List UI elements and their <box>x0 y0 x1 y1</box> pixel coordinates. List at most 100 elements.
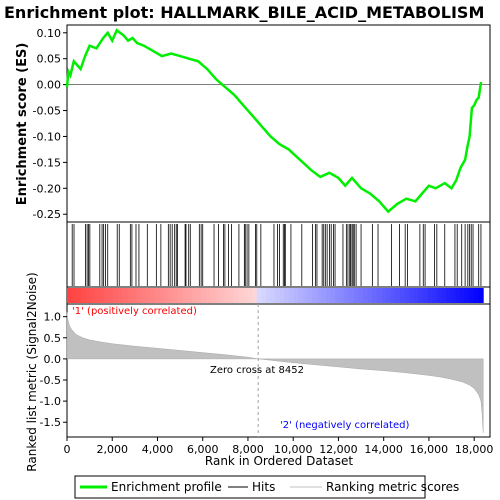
rank-bar-segment <box>362 288 369 303</box>
es-y-tick-label: -0.10 <box>33 130 61 143</box>
rank-bar-segment <box>395 288 401 303</box>
rank-bar-segment <box>302 288 308 303</box>
rank-bar-segment <box>94 288 100 303</box>
x-axis: 0 2,000 4,000 6,000 8,000 10,000 12,000 14,000 1… <box>64 437 494 456</box>
rank-bar-segment <box>399 288 406 303</box>
rank-bar-segment <box>238 288 244 303</box>
rank-bar-segment <box>427 288 433 303</box>
rank-bar-segment <box>233 288 239 303</box>
x-axis-label: Rank in Ordered Dataset <box>205 454 353 468</box>
rank-bar-segment <box>210 288 216 303</box>
rank-bar-segment <box>177 288 184 303</box>
rank-bar-segment <box>344 288 350 303</box>
rank-bar-segment <box>372 288 378 303</box>
rank-bar-segment <box>247 288 253 303</box>
x-tick-label: 6,000 <box>187 443 219 456</box>
rank-bar-segment <box>117 288 123 303</box>
rank-bar-segment <box>441 288 447 303</box>
rank-bar-segment <box>136 288 142 303</box>
rank-bar-segment <box>150 288 156 303</box>
es-y-tick-label: -0.20 <box>33 182 61 195</box>
metric-y-tick-label: 1.0 <box>44 311 62 324</box>
es-y-label: Enrichment score (ES) <box>15 43 30 206</box>
metric-y-tick-label: -0.5 <box>40 374 61 387</box>
rank-bar-segment <box>409 288 415 303</box>
legend-label-enrichment: Enrichment profile <box>111 480 222 494</box>
rank-bar-segment <box>349 288 355 303</box>
rank-bar-segment <box>201 288 207 303</box>
rank-bar-segment <box>168 288 174 303</box>
rank-bar-segment <box>140 288 147 303</box>
x-tick-label: 16,000 <box>410 443 449 456</box>
rank-bar-segment <box>446 288 452 303</box>
rank-bar-segment <box>145 288 151 303</box>
rank-bar-segment <box>325 288 332 303</box>
rank-bar-segment <box>90 288 96 303</box>
rank-bar-segment <box>76 288 82 303</box>
rank-bar-segment <box>80 288 86 303</box>
rank-bar-segment <box>386 288 392 303</box>
rank-bar-segment <box>381 288 387 303</box>
es-y-tick-label: 0.10 <box>37 27 62 40</box>
rank-bar-segment <box>293 288 299 303</box>
rank-bar-segment <box>450 288 456 303</box>
metric-y-tick-label: -1.5 <box>40 416 61 429</box>
rank-bar-segment <box>353 288 359 303</box>
rank-bar-segment <box>113 288 119 303</box>
rank-bar-segment <box>478 288 484 303</box>
rank-bar-segment <box>464 288 470 303</box>
rank-bar-segment <box>358 288 364 303</box>
rank-bar-segment <box>108 288 114 303</box>
rank-bar-segment <box>242 288 248 303</box>
x-tick-label: 0 <box>64 443 71 456</box>
x-tick-label: 10,000 <box>274 443 313 456</box>
rank-bar-segment <box>261 288 267 303</box>
rank-bar-segment <box>460 288 466 303</box>
enrichment-profile-series <box>65 28 483 214</box>
rank-bar-segment <box>228 288 234 303</box>
rank-bar-segment <box>187 288 193 303</box>
es-y-tick-label: 0.00 <box>37 79 62 92</box>
rank-bar-segment <box>436 288 443 303</box>
rank-bar-segment <box>191 288 197 303</box>
x-tick-label: 2,000 <box>96 443 128 456</box>
legend-label-hits: Hits <box>252 480 275 494</box>
x-tick-label: 18,000 <box>455 443 494 456</box>
rank-bar-segment <box>367 288 373 303</box>
x-tick-label: 14,000 <box>364 443 403 456</box>
rank-bar-segment <box>196 288 202 303</box>
rank-bar-segment <box>265 288 271 303</box>
legend-label-metric: Ranking metric scores <box>326 480 459 494</box>
hit-markers <box>71 224 482 286</box>
rank-gradient-bar <box>67 288 484 303</box>
rank-bar-segment <box>413 288 419 303</box>
rank-bar-segment <box>85 288 91 303</box>
rank-bar-segment <box>473 288 480 303</box>
rank-bar-segment <box>298 288 304 303</box>
legend-box <box>74 475 426 499</box>
rank-bar-segment <box>256 288 262 303</box>
rank-bar-segment <box>99 288 105 303</box>
metric-y-axis: 1.0 0.5 0.0 -0.5 -1.0 -1.5 <box>40 311 67 429</box>
es-y-tick-label: -0.15 <box>33 156 61 169</box>
negative-correlation-label: '2' (negatively correlated) <box>280 420 409 431</box>
rank-bar-segment <box>67 288 73 303</box>
rank-bar-segment <box>71 288 77 303</box>
metric-y-tick-label: 0.0 <box>44 353 62 366</box>
rank-bar-segment <box>182 288 188 303</box>
enrichment-profile-line <box>65 28 483 214</box>
metric-y-tick-label: 0.5 <box>44 332 62 345</box>
metric-panel-frame <box>66 303 491 438</box>
rank-bar-segment <box>173 288 179 303</box>
rank-bar-segment <box>219 288 225 303</box>
legend: Enrichment profile Hits Ranking metric s… <box>74 475 459 499</box>
positive-correlation-label: '1' (positively correlated) <box>72 306 197 317</box>
chart-title: Enrichment plot: HALLMARK_BILE_ACID_META… <box>4 3 484 22</box>
rank-bar-segment <box>390 288 396 303</box>
rank-bar-segment <box>103 288 110 303</box>
rank-bar-segment <box>418 288 424 303</box>
rank-bar-segment <box>469 288 475 303</box>
rank-bar-segment <box>316 288 322 303</box>
